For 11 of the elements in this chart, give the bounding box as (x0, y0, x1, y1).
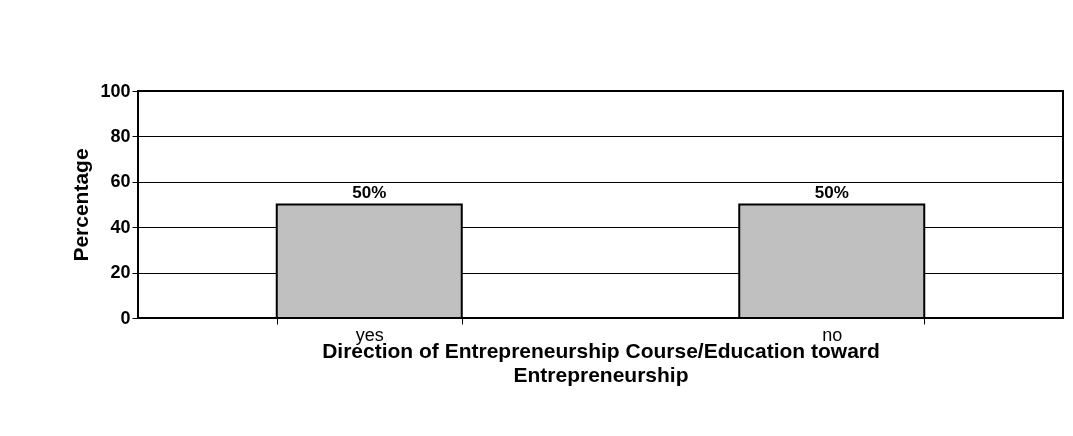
y-tick-label: 60 (110, 171, 131, 192)
y-tick-label: 0 (120, 307, 131, 328)
data-label: 50% (814, 182, 849, 202)
y-tick-label: 80 (110, 125, 131, 146)
y-axis-title: Percentage (69, 148, 93, 262)
x-tick-label: yes (355, 324, 384, 345)
x-tick-label: no (822, 324, 843, 345)
y-tick-label: 20 (110, 262, 131, 283)
y-tick-label: 40 (110, 216, 131, 237)
y-tick-label: 100 (100, 80, 131, 101)
data-label: 50% (352, 182, 387, 202)
